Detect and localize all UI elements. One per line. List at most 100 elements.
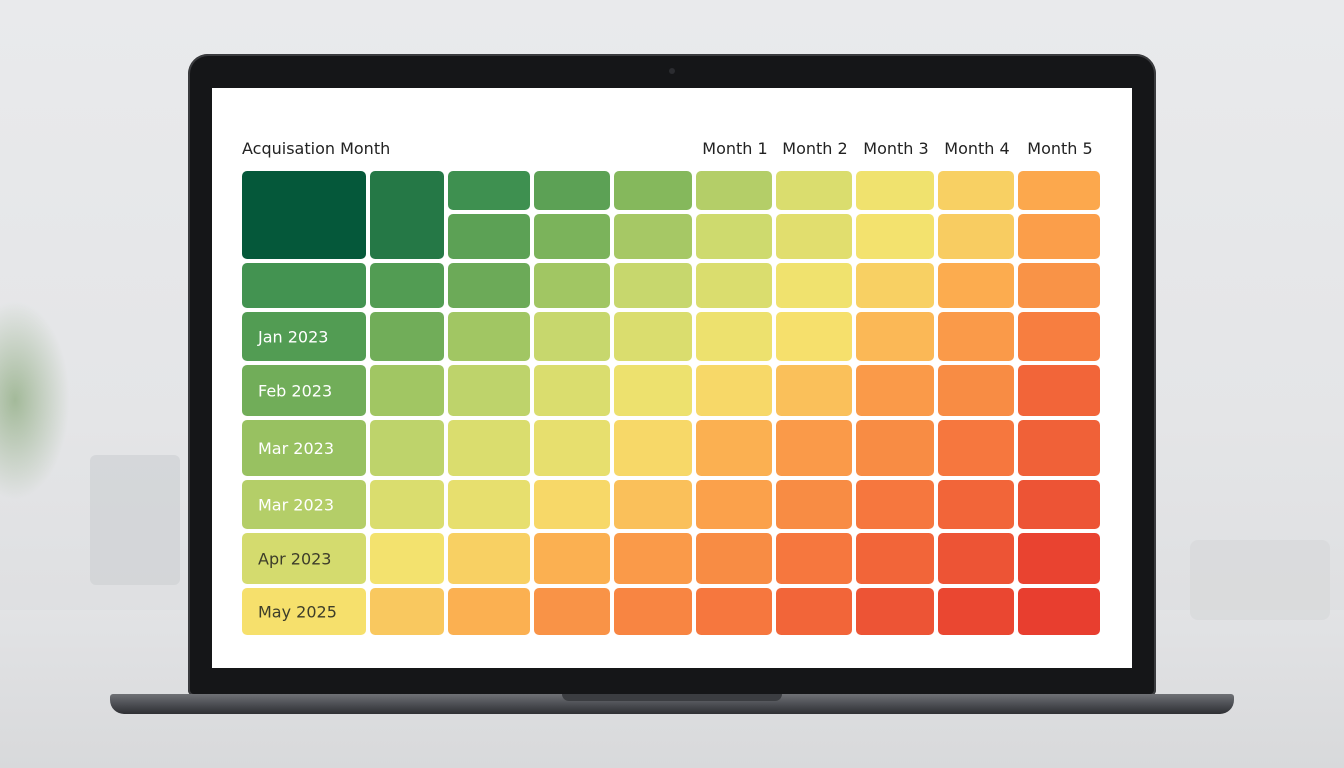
column-header-9: Month 4	[944, 139, 1009, 158]
heatmap-cell-r7-c10	[1018, 480, 1100, 529]
heatmap-cell-r8-c2	[370, 533, 444, 584]
heatmap-cell-r4-c7	[776, 312, 852, 361]
heatmap-cell-r4-c3	[448, 312, 530, 361]
heatmap-cell-r8-c1	[242, 533, 366, 584]
heatmap-cell-r2-c6	[696, 214, 772, 259]
webcam-icon	[669, 68, 675, 74]
heatmap-cell-r7-c6	[696, 480, 772, 529]
heatmap-cell-r6-c10	[1018, 420, 1100, 476]
heatmap-cell-r1-c8	[856, 171, 934, 210]
heatmap-cell-r5-c4	[534, 365, 610, 416]
heatmap-cell-r6-c3	[448, 420, 530, 476]
heatmap-cell-r9-c8	[856, 588, 934, 635]
heatmap-cell-r5-c2	[370, 365, 444, 416]
heatmap-cell-r3-c8	[856, 263, 934, 308]
heatmap-cell-r5-c10	[1018, 365, 1100, 416]
heatmap-cell-r1-c1	[242, 171, 366, 259]
heatmap-cell-r8-c4	[534, 533, 610, 584]
heatmap-cell-r1-c3	[448, 171, 530, 210]
heatmap-cell-r2-c9	[938, 214, 1014, 259]
heatmap-cell-r9-c6	[696, 588, 772, 635]
heatmap-cell-r5-c6	[696, 365, 772, 416]
heatmap-cell-r6-c9	[938, 420, 1014, 476]
heatmap-cell-r1-c5	[614, 171, 692, 210]
heatmap-cell-r9-c9	[938, 588, 1014, 635]
heatmap-cell-r8-c9	[938, 533, 1014, 584]
row-label-8: Apr 2023	[258, 550, 331, 569]
heatmap-cell-r9-c1	[242, 588, 366, 635]
heatmap-cell-r7-c1	[242, 480, 366, 529]
heatmap-cell-r7-c8	[856, 480, 934, 529]
heatmap-cell-r2-c5	[614, 214, 692, 259]
heatmap-cell-r2-c3	[448, 214, 530, 259]
heatmap-cell-r5-c5	[614, 365, 692, 416]
column-header-10: Month 5	[1027, 139, 1092, 158]
heatmap-cell-r4-c2	[370, 312, 444, 361]
heatmap-cell-r4-c10	[1018, 312, 1100, 361]
heatmap-cell-r9-c10	[1018, 588, 1100, 635]
laptop-screen: Acquisation Month Month 1 Month 2 Month 3 Mo…	[212, 88, 1132, 668]
heatmap-cell-r4-c5	[614, 312, 692, 361]
heatmap-cell-r6-c8	[856, 420, 934, 476]
row-header-label: Acquisation Month	[242, 139, 390, 158]
heatmap-cell-r8-c6	[696, 533, 772, 584]
laptop-base	[110, 694, 1234, 714]
heatmap-cell-r3-c1	[242, 263, 366, 308]
heatmap-cell-r7-c9	[938, 480, 1014, 529]
heatmap-cell-r4-c1	[242, 312, 366, 361]
heatmap-cell-r9-c5	[614, 588, 692, 635]
laptop-lid: Acquisation Month Month 1 Month 2 Month 3 Mo…	[188, 54, 1156, 696]
heatmap-cell-r1-c9	[938, 171, 1014, 210]
heatmap-cell-r4-c8	[856, 312, 934, 361]
heatmap-cell-r8-c10	[1018, 533, 1100, 584]
heatmap-cell-r3-c7	[776, 263, 852, 308]
heatmap-cell-r2-c4	[534, 214, 610, 259]
heatmap-cell-r6-c4	[534, 420, 610, 476]
heatmap-cell-r1-c7	[776, 171, 852, 210]
row-label-6: Mar 2023	[258, 439, 334, 458]
heatmap-cell-r7-c2	[370, 480, 444, 529]
heatmap-cell-r8-c7	[776, 533, 852, 584]
heatmap-cell-r4-c6	[696, 312, 772, 361]
heatmap-cell-r3-c4	[534, 263, 610, 308]
heatmap-cell-r1-c6	[696, 171, 772, 210]
heatmap-cell-r9-c4	[534, 588, 610, 635]
background-object	[90, 455, 180, 585]
column-header-7: Month 2	[782, 139, 847, 158]
cohort-heatmap-chart: Acquisation Month Month 1 Month 2 Month 3 Mo…	[242, 139, 1100, 635]
heatmap-cell-r7-c4	[534, 480, 610, 529]
heatmap-cell-r2-c7	[776, 214, 852, 259]
heatmap-cell-r3-c10	[1018, 263, 1100, 308]
heatmap-cell-r3-c3	[448, 263, 530, 308]
heatmap-cell-r6-c5	[614, 420, 692, 476]
heatmap-cell-r9-c7	[776, 588, 852, 635]
row-label-7: Mar 2023	[258, 496, 334, 515]
heatmap-cell-r9-c3	[448, 588, 530, 635]
background-plant	[0, 300, 70, 500]
heatmap-cell-r1-c10	[1018, 171, 1100, 210]
heatmap-cell-r5-c3	[448, 365, 530, 416]
heatmap-cell-r8-c3	[448, 533, 530, 584]
heatmap-cell-r7-c5	[614, 480, 692, 529]
heatmap-cell-r8-c5	[614, 533, 692, 584]
heatmap-cell-r5-c9	[938, 365, 1014, 416]
row-label-5: Feb 2023	[258, 382, 332, 401]
heatmap-cell-r8-c8	[856, 533, 934, 584]
row-label-4: Jan 2023	[257, 328, 328, 347]
heatmap-cell-r6-c2	[370, 420, 444, 476]
heatmap-cell-r3-c6	[696, 263, 772, 308]
laptop-base-notch	[562, 694, 782, 701]
heatmap-cell-r6-c6	[696, 420, 772, 476]
heatmap-cell-r9-c2	[370, 588, 444, 635]
heatmap-cell-r3-c9	[938, 263, 1014, 308]
heatmap-cell-r2-c10	[1018, 214, 1100, 259]
column-header-6: Month 1	[702, 139, 767, 158]
heatmap-cell-r5-c8	[856, 365, 934, 416]
row-label-9: May 2025	[258, 603, 337, 622]
heatmap-cell-r5-c7	[776, 365, 852, 416]
heatmap-cell-r4-c4	[534, 312, 610, 361]
heatmap-cell-r1-c4	[534, 171, 610, 210]
heatmap-cell-r5-c1	[242, 365, 366, 416]
heatmap-cell-r7-c7	[776, 480, 852, 529]
heatmap-cell-r6-c1	[242, 420, 366, 476]
